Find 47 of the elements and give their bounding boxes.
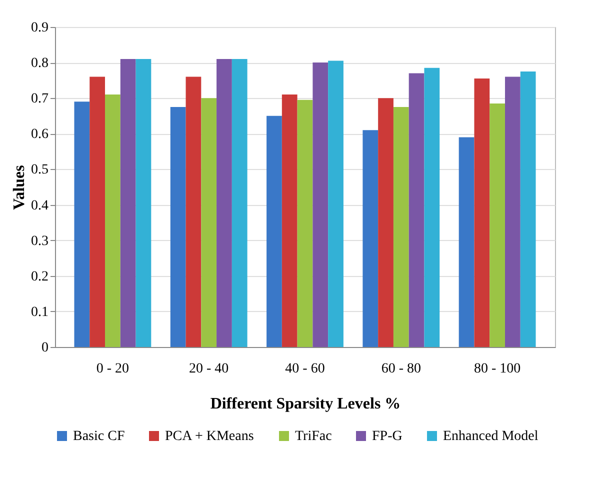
y-tick-label: 0.2 [31, 269, 48, 284]
y-tick-label: 0.3 [31, 234, 48, 249]
bar [90, 76, 105, 347]
legend-label: Basic CF [73, 429, 125, 444]
y-tick-label: 0.4 [31, 198, 48, 214]
bar [186, 76, 202, 347]
bar [120, 59, 136, 347]
bar [232, 59, 248, 347]
x-tick-label: 80 - 100 [474, 362, 521, 376]
bar [458, 137, 474, 347]
bar [328, 60, 344, 347]
bar [408, 73, 424, 347]
y-tick-label: 0 [42, 340, 48, 356]
legend-label: Enhanced Model [443, 429, 538, 444]
x-axis-title: Different Sparsity Levels % [210, 396, 401, 412]
bar [378, 98, 394, 347]
bar [505, 76, 520, 347]
bar [424, 68, 440, 347]
x-tick-label: 20 - 40 [189, 362, 229, 376]
bar [136, 59, 152, 347]
y-tick-label: 0.8 [31, 56, 48, 72]
y-tick-label: 0.6 [31, 127, 48, 142]
legend-label: PCA + KMeans [165, 429, 254, 444]
bar [74, 102, 90, 347]
y-tick-label: 0.9 [31, 20, 48, 36]
bar [105, 94, 120, 347]
legend-label: TriFac [295, 429, 332, 444]
y-tick-label: 0.7 [31, 92, 48, 107]
bar [297, 100, 313, 347]
x-tick-label: 0 - 20 [96, 362, 130, 376]
bar [362, 130, 378, 347]
bar [312, 62, 328, 347]
bar [474, 78, 490, 347]
legend-label: FP-G [372, 429, 402, 444]
x-tick-label: 40 - 60 [285, 362, 325, 376]
bar [520, 71, 536, 347]
bar [490, 103, 505, 347]
bar [393, 107, 409, 347]
bar [170, 107, 186, 347]
bar [266, 116, 282, 347]
y-tick-label: 0.1 [31, 304, 48, 320]
bar [282, 94, 298, 347]
bar [201, 98, 217, 347]
x-tick-label: 60 - 80 [381, 362, 421, 376]
y-axis-title: Values [11, 165, 28, 210]
bar [216, 59, 232, 347]
y-tick-label: 0.5 [31, 162, 48, 178]
